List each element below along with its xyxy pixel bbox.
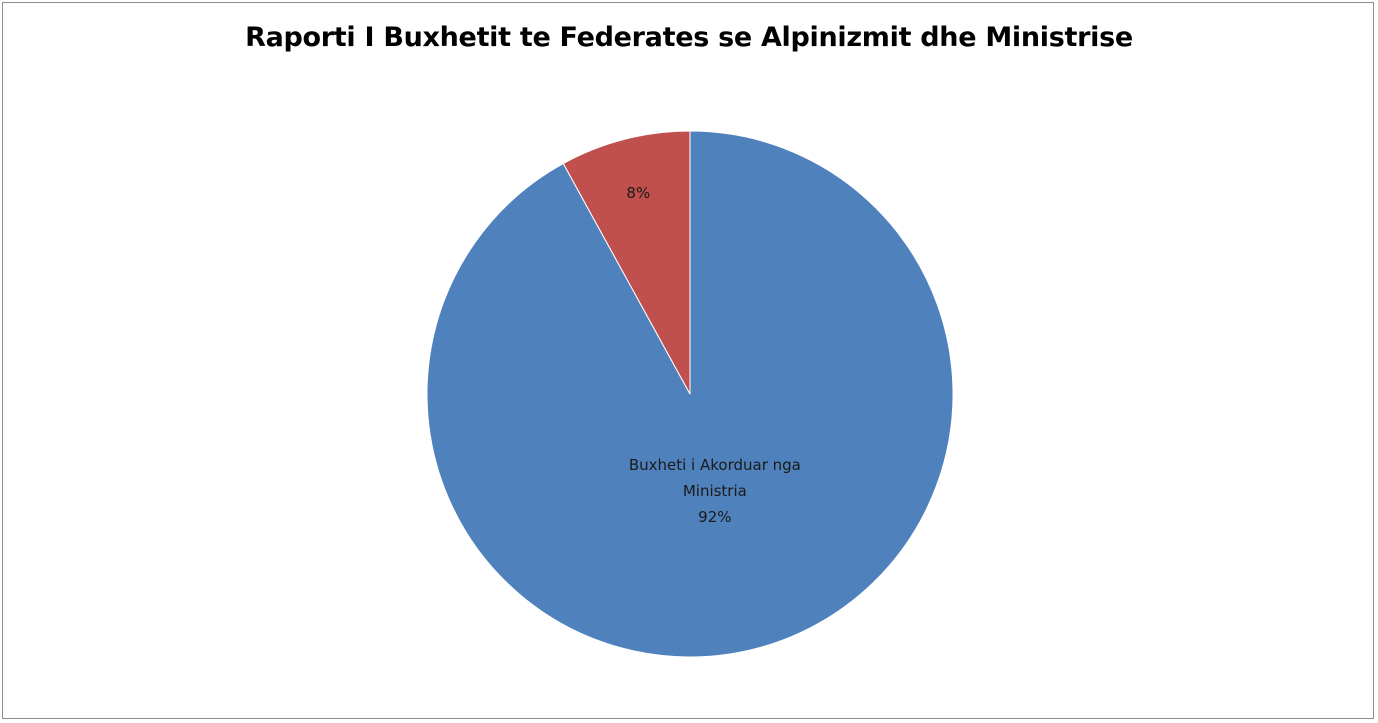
slice-label-1: 8% [626,184,650,202]
slice-percent-label: 92% [698,508,731,526]
slice-name-label: Buxheti i Akorduar nga [629,456,801,474]
slice-percent-label: 8% [626,184,650,202]
pie-slice-1 [562,130,691,395]
slice-label-0: Buxheti i Akorduar nga Ministria 92% [629,456,801,526]
slice-name-label: Ministria [683,482,747,500]
pie-labels: Buxheti i Akorduar nga Ministria 92% 8% [626,184,800,526]
pie-slice-0 [426,130,954,658]
chart-title: Raporti I Buxhetit te Federates se Alpin… [245,22,1133,53]
pie-slices [426,130,954,658]
